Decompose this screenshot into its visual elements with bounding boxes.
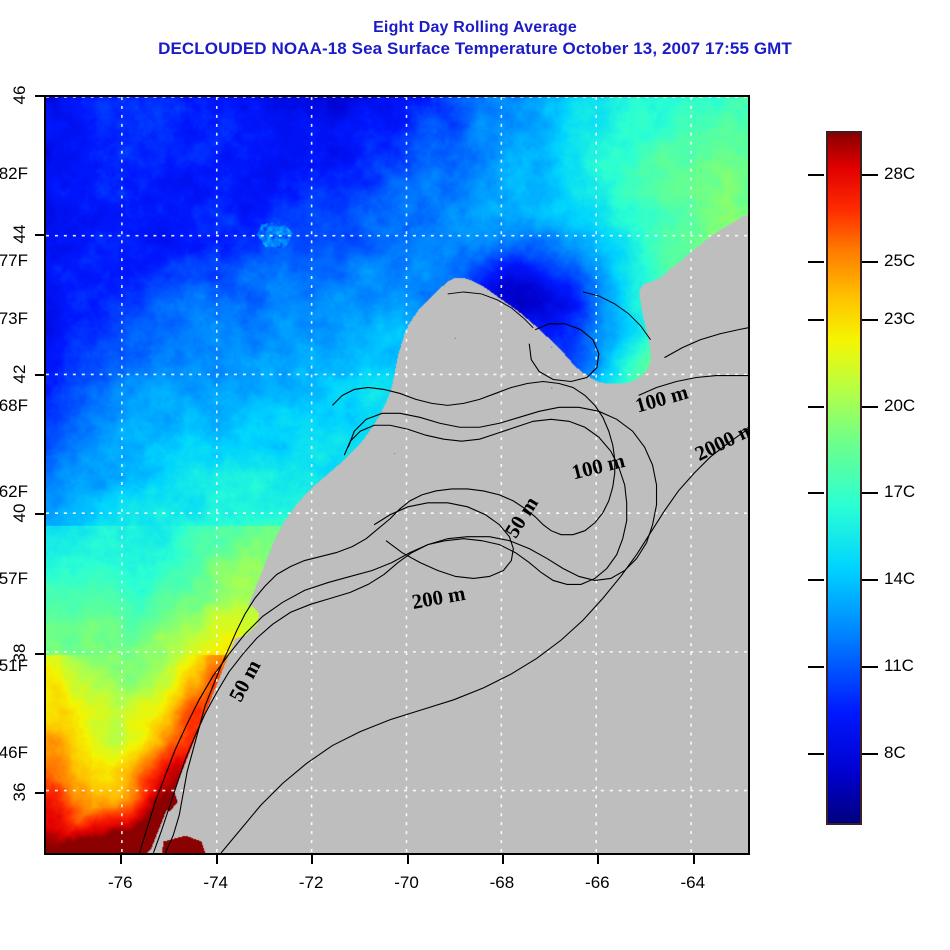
y-axis-tick-label: 44 xyxy=(10,224,29,244)
x-axis-tick xyxy=(597,855,600,864)
colorbar-tick-right xyxy=(862,405,878,408)
colorbar-tick-left xyxy=(808,174,824,177)
bathymetry-contour-line xyxy=(664,327,748,359)
colorbar-tick-left xyxy=(808,261,824,264)
temperature-colorbar: 82F 77F 73F 68F 62F 57F 51F 46F 28C 25C 23C 20C 17C… xyxy=(0,131,915,825)
contour-depth-label: 200 m xyxy=(410,581,468,614)
colorbar-label-fahrenheit: 62F xyxy=(0,482,28,502)
colorbar-tick-left xyxy=(808,752,824,755)
contour-depth-label: 2000 m xyxy=(691,416,748,466)
colorbar-tick-right xyxy=(862,665,878,668)
contour-depth-label: 50 m xyxy=(224,655,266,705)
colorbar-label-celsius: 17C xyxy=(884,482,916,502)
x-axis-tick xyxy=(120,855,123,864)
colorbar-tick-left xyxy=(808,579,824,582)
y-axis-tick xyxy=(35,792,44,795)
colorbar-label-fahrenheit: 68F xyxy=(0,395,28,415)
map-gridlines xyxy=(46,97,748,853)
bathymetry-contour-line xyxy=(138,406,658,853)
y-axis-tick xyxy=(35,513,44,516)
x-axis-tick xyxy=(406,855,409,864)
y-axis-tick-label: 40 xyxy=(10,503,29,523)
chart-title-block: Eight Day Rolling Average DECLOUDED NOAA… xyxy=(0,18,950,60)
colorbar-tick-left xyxy=(808,492,824,495)
bathymetry-contour-line xyxy=(164,380,616,853)
sst-map-plot-area: 50 m 200 m 50 m 100 m 100 m 2000 m xyxy=(44,95,750,855)
colorbar-label-celsius: 25C xyxy=(884,251,916,271)
colorbar-label-fahrenheit: 82F xyxy=(0,164,28,184)
y-axis-tick-label: 42 xyxy=(10,364,29,384)
colorbar-gradient xyxy=(826,131,862,825)
x-axis-tick xyxy=(311,855,314,864)
colorbar-tick-right xyxy=(862,492,878,495)
x-axis-tick xyxy=(501,855,504,864)
colorbar-label-fahrenheit: 51F xyxy=(0,655,28,675)
colorbar-label-fahrenheit: 73F xyxy=(0,308,28,328)
colorbar-tick-left xyxy=(808,665,824,668)
x-axis-tick xyxy=(215,855,218,864)
y-axis-tick-label: 36 xyxy=(10,782,29,802)
bathymetry-contour-line xyxy=(373,502,514,580)
bathymetry-contour-line xyxy=(220,428,748,853)
x-axis-tick-label: -68 xyxy=(489,873,515,892)
sst-temperature-raster xyxy=(46,97,748,853)
x-axis-tick-label: -64 xyxy=(680,873,706,892)
colorbar-tick-right xyxy=(862,579,878,582)
bathymetry-contour-line xyxy=(582,291,651,340)
colorbar-label-fahrenheit: 57F xyxy=(0,569,28,589)
x-axis-tick-label: -66 xyxy=(585,873,610,892)
chart-subtitle: Eight Day Rolling Average xyxy=(373,19,577,36)
colorbar-label-fahrenheit: 46F xyxy=(0,742,28,762)
colorbar-label-celsius: 23C xyxy=(884,308,916,328)
colorbar-tick-right xyxy=(862,174,878,177)
x-axis-tick-label: -70 xyxy=(394,873,419,892)
colorbar-label-celsius: 8C xyxy=(884,742,906,762)
x-axis-tick-label: -74 xyxy=(203,873,229,892)
y-axis-tick xyxy=(35,652,44,655)
colorbar-label-celsius: 20C xyxy=(884,395,916,415)
y-axis-tick xyxy=(35,234,44,237)
bathymetry-contour-line xyxy=(638,374,748,396)
x-axis-tick-label: -72 xyxy=(298,873,324,892)
colorbar-tick-left xyxy=(808,405,824,408)
colorbar-label-celsius: 14C xyxy=(884,569,916,589)
colorbar-tick-right xyxy=(862,261,878,264)
x-axis-tick-label: -76 xyxy=(108,873,133,892)
colorbar-label-celsius: 28C xyxy=(884,164,916,184)
contour-depth-label: 50 m xyxy=(500,492,544,542)
bathymetry-contour-line xyxy=(447,291,534,329)
contour-depth-label: 100 m xyxy=(569,448,628,484)
chart-title: DECLOUDED NOAA-18 Sea Surface Temperatur… xyxy=(158,39,792,59)
y-axis-tick xyxy=(35,95,44,97)
colorbar-tick-left xyxy=(808,318,824,321)
y-axis-tick xyxy=(35,373,44,376)
colorbar-tick-right xyxy=(862,752,878,755)
colorbar-label-fahrenheit: 77F xyxy=(0,251,28,271)
colorbar-label-celsius: 11C xyxy=(884,655,914,675)
bathymetry-contour-line xyxy=(152,418,628,853)
bathymetry-contour-line xyxy=(528,323,600,383)
colorbar-tick-right xyxy=(862,318,878,321)
x-axis-tick xyxy=(692,855,695,864)
contour-depth-label: 100 m xyxy=(632,379,691,417)
y-axis-tick-label: 46 xyxy=(10,85,29,105)
